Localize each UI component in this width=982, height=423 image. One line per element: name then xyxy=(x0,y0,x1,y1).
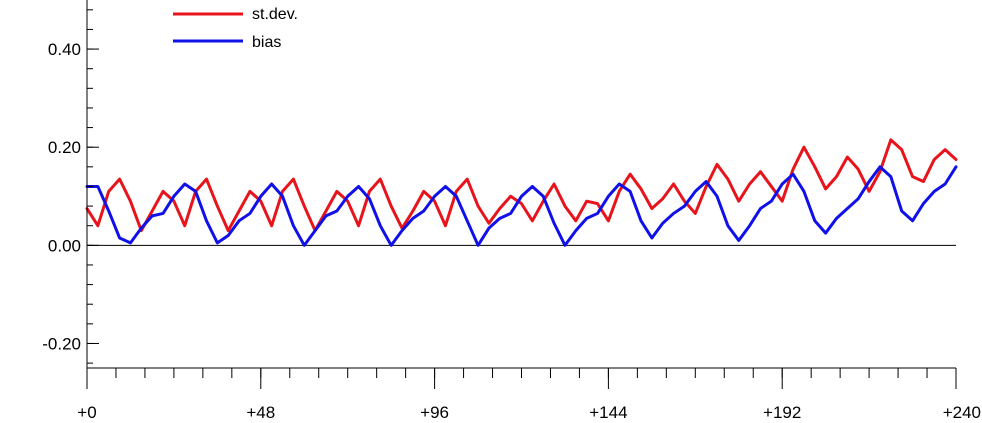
series-line-0 xyxy=(85,138,958,233)
x-tick-label: +48 xyxy=(246,403,275,422)
x-tick-label: +192 xyxy=(763,403,801,422)
x-tick-label: +0 xyxy=(77,403,96,422)
plot-area xyxy=(85,138,958,247)
y-tick-label: 0.40 xyxy=(48,40,81,59)
legend-label-bias: bias xyxy=(252,34,281,51)
legend-label-stdev: st.dev. xyxy=(252,6,298,23)
y-tick-label: -0.20 xyxy=(42,334,81,353)
y-tick-label: 0.20 xyxy=(48,138,81,157)
legend: st.dev. bias xyxy=(173,6,298,51)
series-line-1 xyxy=(85,165,958,247)
x-tick-label: +144 xyxy=(589,403,627,422)
axes: -0.20 0.00 0.20 0.40 +0 +48 +96 +144 +192 +240 xyxy=(42,0,981,422)
y-tick-label: 0.00 xyxy=(48,236,81,255)
x-tick-label: +96 xyxy=(420,403,449,422)
x-tick-label: +240 xyxy=(943,403,981,422)
